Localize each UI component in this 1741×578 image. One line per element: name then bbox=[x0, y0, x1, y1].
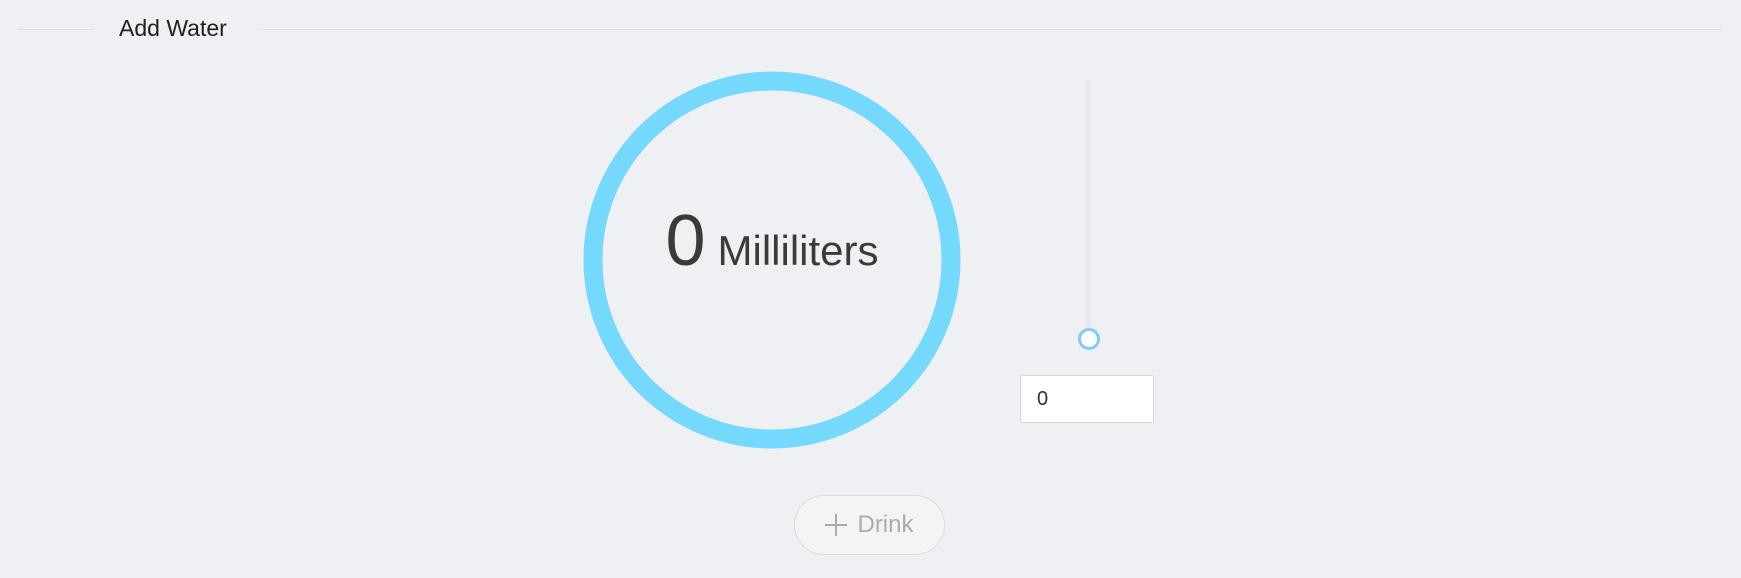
progress-ring-track bbox=[583, 71, 961, 449]
progress-unit: Milliliters bbox=[717, 227, 879, 274]
slider-track[interactable] bbox=[1085, 80, 1091, 350]
water-progress-ring: 0 Milliliters bbox=[582, 70, 962, 450]
section-title: Add Water bbox=[119, 15, 227, 41]
amount-slider[interactable] bbox=[1075, 80, 1101, 358]
amount-input[interactable] bbox=[1020, 375, 1154, 423]
section-divider: Add Water bbox=[18, 10, 1723, 50]
divider-line-left bbox=[18, 29, 93, 30]
slider-handle[interactable] bbox=[1078, 328, 1100, 350]
drink-button-label: Drink bbox=[857, 511, 914, 538]
plus-icon bbox=[825, 514, 848, 536]
drink-button[interactable]: Drink bbox=[794, 495, 945, 555]
divider-line-right bbox=[260, 29, 1723, 30]
progress-readout: 0 Milliliters bbox=[582, 200, 962, 282]
progress-value: 0 bbox=[665, 201, 706, 281]
progress-ring-graphic bbox=[583, 71, 961, 449]
